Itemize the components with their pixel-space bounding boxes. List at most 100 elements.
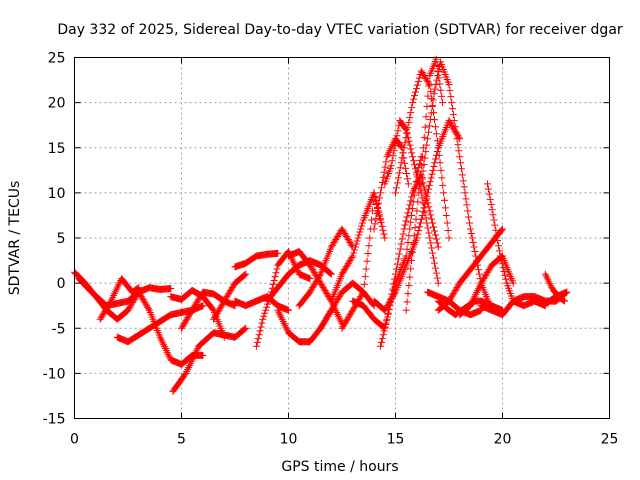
y-tick-label: 5 [57, 231, 66, 247]
data-point [341, 229, 349, 237]
data-point [343, 315, 351, 323]
data-point [309, 284, 317, 292]
data-point [436, 159, 444, 167]
data-point [380, 230, 388, 238]
data-point [341, 266, 349, 274]
data-point [492, 226, 500, 234]
data-point [388, 157, 396, 165]
data-point [346, 239, 354, 247]
data-point [425, 181, 433, 189]
series-arc-9 [210, 270, 250, 323]
data-point [414, 78, 422, 86]
data-point [405, 119, 413, 127]
data-point [219, 300, 227, 308]
data-point [421, 154, 429, 162]
data-point [370, 189, 378, 197]
data-point [178, 323, 186, 331]
data-point [425, 203, 433, 211]
data-point [407, 218, 415, 226]
data-point [403, 175, 411, 183]
data-point [478, 278, 486, 286]
data-point [400, 144, 408, 152]
data-point [453, 284, 461, 292]
data-point [396, 245, 404, 253]
data-point [379, 173, 387, 181]
data-point [475, 270, 483, 278]
data-point [377, 342, 385, 350]
data-point [445, 81, 453, 89]
data-point [415, 74, 423, 82]
data-point [167, 285, 175, 293]
data-point [344, 314, 352, 322]
data-point [486, 264, 494, 272]
data-point [428, 170, 436, 178]
data-point [425, 82, 433, 90]
data-point [401, 221, 409, 229]
data-point [418, 173, 426, 181]
data-point [420, 183, 428, 191]
data-point [401, 139, 409, 147]
data-point [220, 297, 228, 305]
data-point [363, 257, 371, 265]
x-tick-label: 20 [494, 432, 512, 448]
data-point [350, 305, 358, 313]
data-point [464, 207, 472, 215]
data-point [319, 320, 327, 328]
data-point [395, 169, 403, 177]
data-point [417, 180, 425, 188]
data-point [334, 231, 342, 239]
data-point [269, 280, 277, 288]
data-point [414, 177, 422, 185]
data-point [376, 194, 384, 202]
data-point [493, 231, 501, 239]
data-point [138, 294, 146, 302]
data-point [178, 324, 185, 332]
data-point [432, 235, 440, 243]
data-point [396, 164, 404, 172]
data-point [479, 276, 487, 284]
data-point [496, 252, 504, 260]
data-point [192, 300, 200, 308]
data-point [457, 159, 465, 167]
data-point [194, 296, 202, 304]
data-point [345, 312, 353, 320]
data-point [359, 219, 367, 227]
data-point [377, 338, 385, 346]
data-point [447, 93, 455, 101]
y-tick-label: 15 [48, 141, 66, 157]
data-point [414, 230, 422, 238]
data-point [348, 254, 356, 262]
data-point [414, 198, 422, 206]
data-point [360, 280, 368, 288]
data-point [406, 141, 414, 149]
data-point [213, 309, 221, 317]
data-point [102, 306, 110, 314]
x-tick-label: 0 [70, 432, 79, 448]
data-point [441, 196, 449, 204]
data-point [344, 236, 352, 244]
data-point [456, 153, 464, 161]
data-point [139, 296, 147, 304]
data-point [491, 221, 499, 229]
data-point [393, 179, 401, 187]
data-point [409, 240, 417, 248]
x-axis-label: GPS time / hours [281, 459, 398, 475]
data-point [378, 222, 386, 230]
data-point [462, 195, 470, 203]
data-point [426, 207, 434, 215]
series-arc-31 [456, 252, 517, 319]
data-point [439, 181, 447, 189]
data-point [384, 310, 392, 318]
data-point [408, 248, 416, 256]
data-point [450, 117, 458, 125]
data-point [209, 305, 217, 313]
data-point [486, 195, 494, 203]
data-point [348, 242, 356, 250]
data-point [423, 141, 431, 149]
y-tick-label: -10 [43, 366, 66, 382]
data-point [411, 223, 419, 231]
data-point [106, 299, 114, 307]
data-point [421, 123, 429, 131]
data-point [469, 239, 477, 247]
